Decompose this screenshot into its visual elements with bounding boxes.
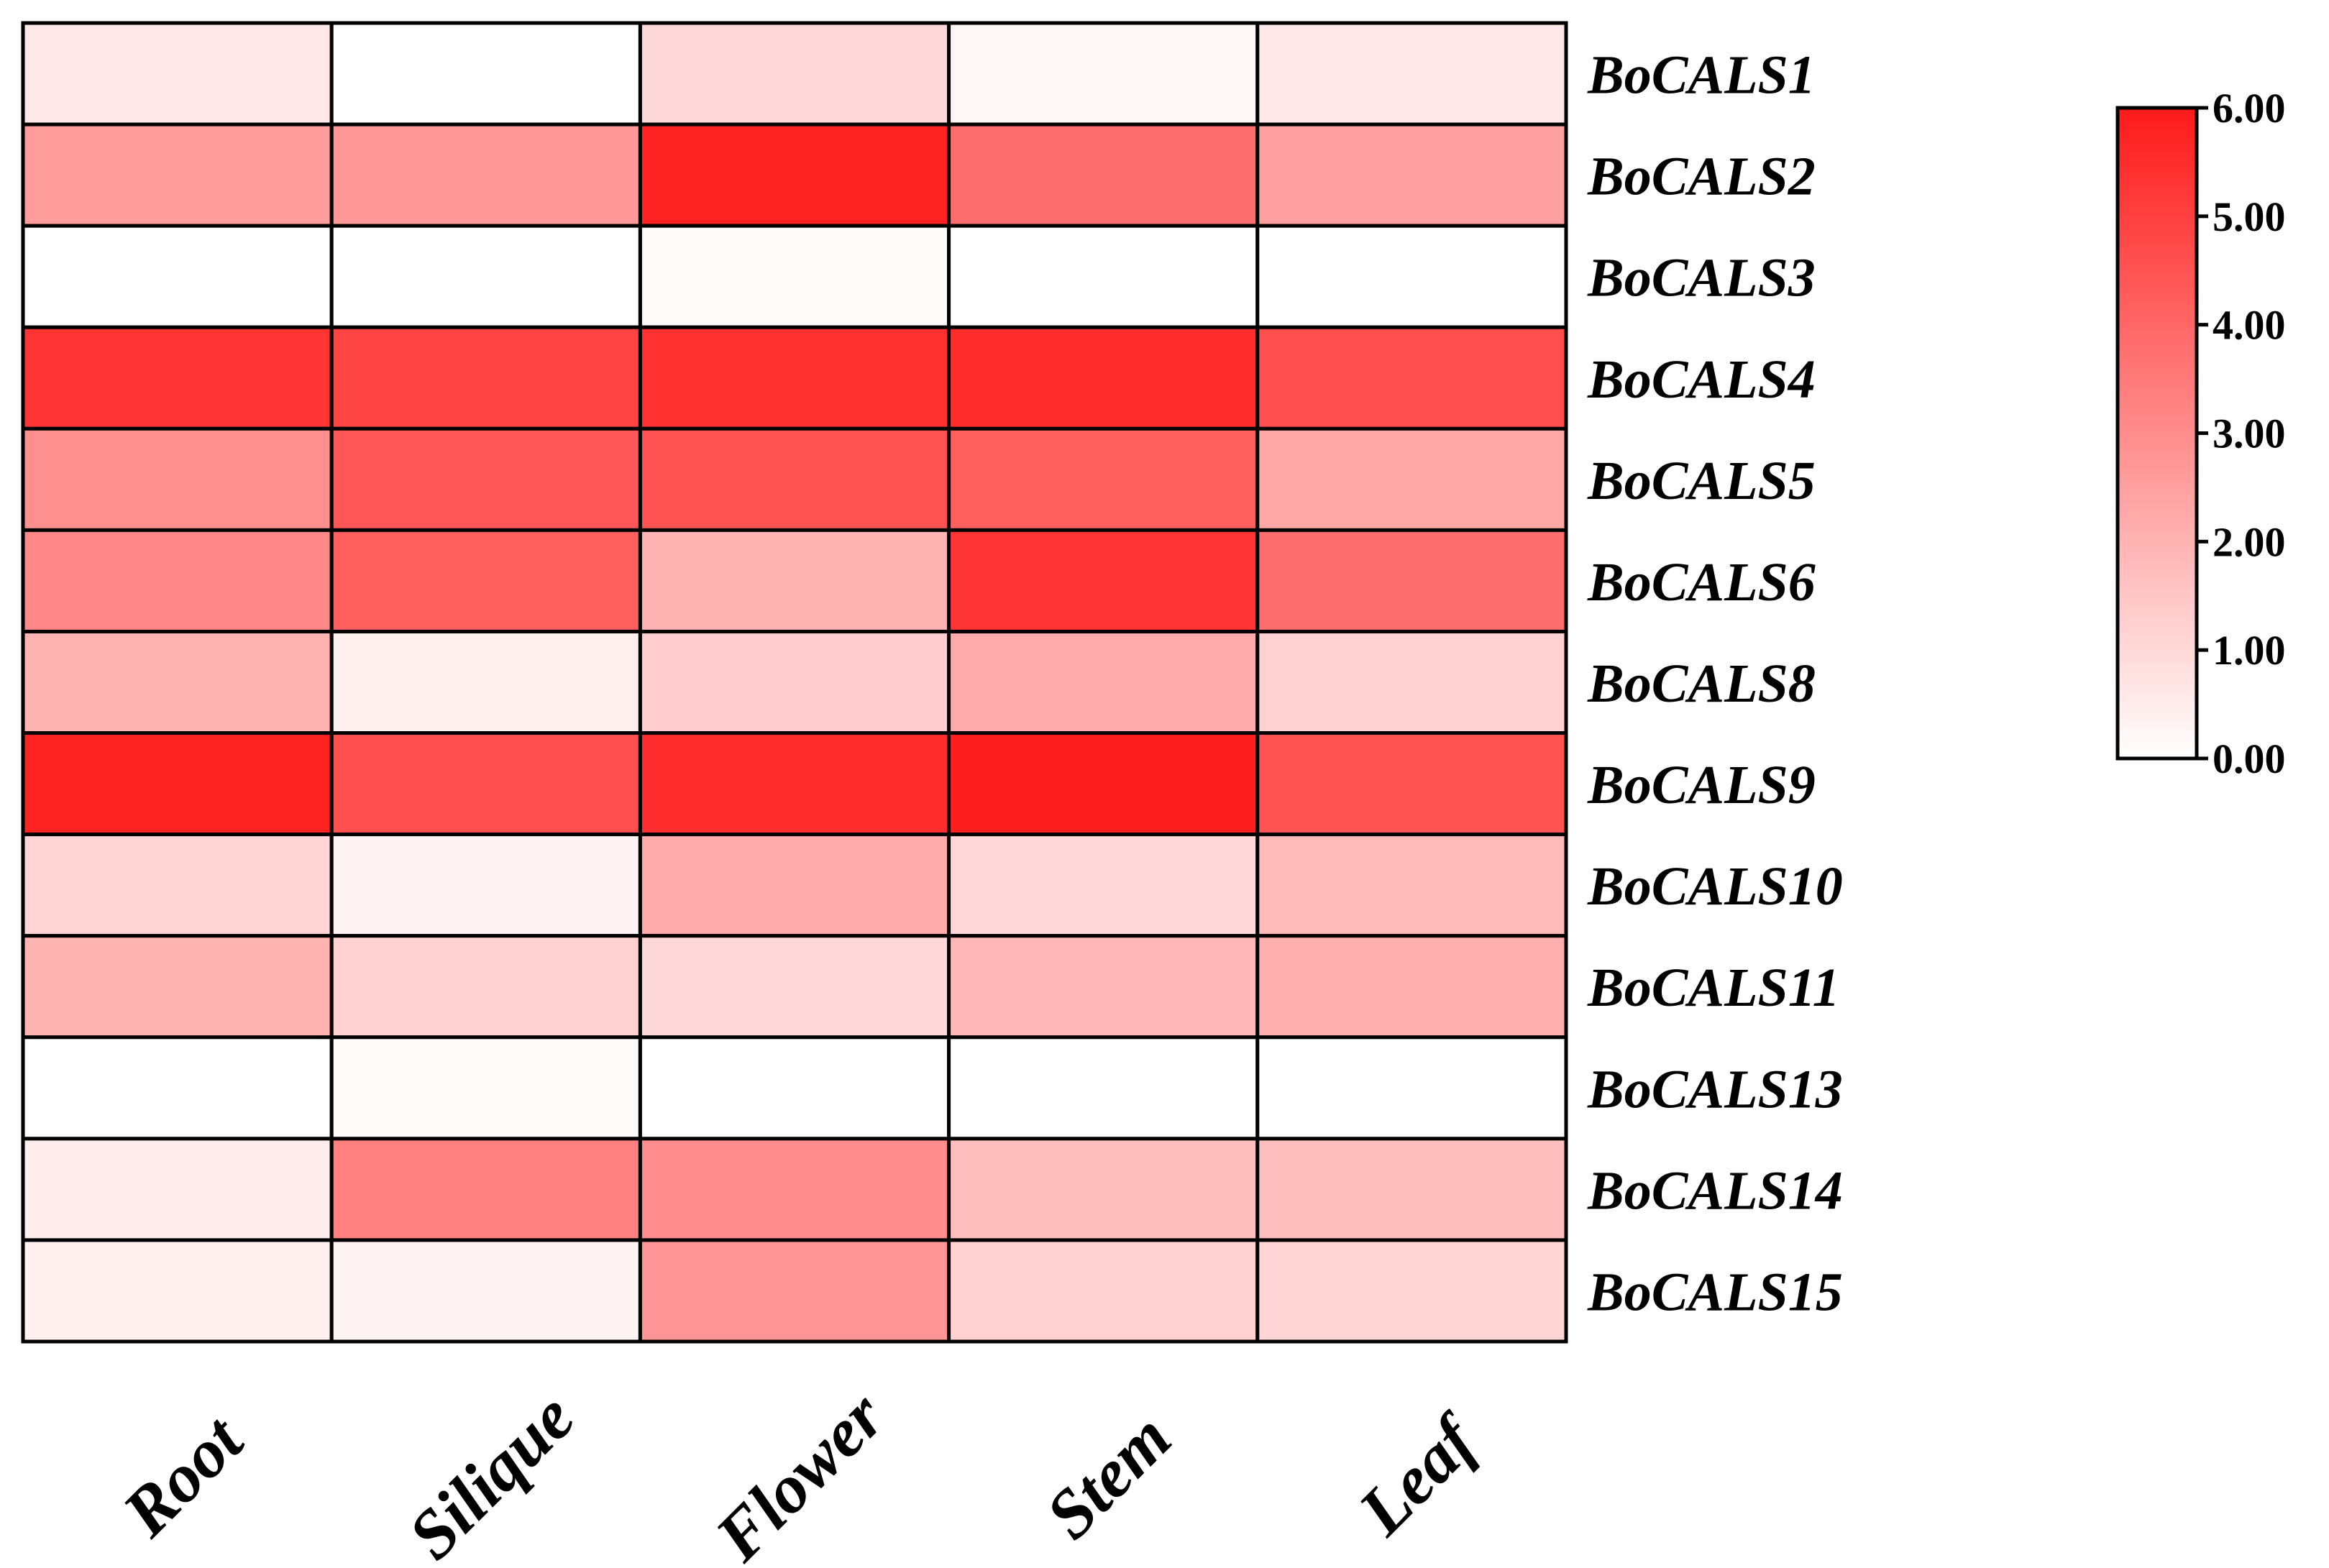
gene-label-bocals14: BoCALS14 [1587, 1160, 1843, 1221]
colorbar-tick-label-2: 2.00 [2213, 518, 2286, 565]
colorbar: 0.00 1.00 2.00 3.00 4.00 5.00 6.00 [2115, 85, 2286, 782]
gene-label-bocals11: BoCALS11 [1587, 958, 1840, 1018]
colorbar-tick-label-3: 3.00 [2213, 411, 2286, 457]
gene-label-bocals5: BoCALS5 [1587, 451, 1816, 511]
heatmap-cell-bocals3-leaf [1255, 224, 1568, 329]
heatmap-cell-bocals6-leaf [1255, 528, 1568, 633]
colorbar-tick-label-5: 5.00 [2213, 193, 2286, 240]
heatmap-cell-bocals9-stem [947, 731, 1260, 837]
colorbar-tick-label-6: 6.00 [2213, 85, 2286, 132]
heatmap-cell-bocals3-stem [947, 224, 1260, 329]
heatmap-cell-bocals13-silique [329, 1035, 642, 1141]
heatmap-cell-bocals10-leaf [1255, 833, 1568, 938]
heatmap-cell-bocals3-flower [638, 224, 951, 329]
heatmap-cell-bocals5-leaf [1255, 426, 1568, 532]
gene-labels: BoCALS1 BoCALS2 BoCALS3 BoCALS4 BoCALS5 BoCAL… [1587, 45, 1843, 1323]
heatmap-cell-bocals13-flower [638, 1035, 951, 1141]
colorbar-tick-label-0: 0.00 [2213, 735, 2286, 782]
heatmap-cell-bocals8-silique [329, 629, 642, 735]
gene-label-bocals15: BoCALS15 [1587, 1262, 1843, 1322]
gene-label-bocals4: BoCALS4 [1587, 349, 1816, 410]
heatmap-cell-bocals14-flower [638, 1137, 951, 1242]
tissue-label-leaf: Leaf [1343, 1398, 1494, 1549]
heatmap-cell-bocals2-leaf [1255, 122, 1568, 228]
tissue-label-flower: Flower [700, 1376, 900, 1564]
heatmap-cell-bocals6-silique [329, 528, 642, 633]
heatmap-cell-bocals1-silique [329, 21, 642, 127]
gene-label-bocals10: BoCALS10 [1587, 856, 1843, 917]
heatmap-cell-bocals4-stem [947, 325, 1260, 431]
heatmap-cell-bocals11-flower [638, 934, 951, 1040]
heatmap-cell-bocals8-root [21, 629, 334, 735]
heatmap-cell-bocals14-silique [329, 1137, 642, 1242]
heatmap-cell-bocals1-flower [638, 21, 951, 127]
heatmap-cell-bocals4-silique [329, 325, 642, 431]
heatmap-cell-bocals13-leaf [1255, 1035, 1568, 1141]
heatmap-cell-bocals14-stem [947, 1137, 1260, 1242]
heatmap-cell-bocals8-stem [947, 629, 1260, 735]
heatmap-cell-bocals10-root [21, 833, 334, 938]
heatmap-border [21, 21, 1568, 1344]
heatmap-cell-bocals9-leaf [1255, 731, 1568, 837]
heatmap-cell-bocals6-root [21, 528, 334, 633]
heatmap-cell-bocals9-silique [329, 731, 642, 837]
gene-label-bocals6: BoCALS6 [1587, 552, 1816, 613]
heatmap-cell-bocals6-flower [638, 528, 951, 633]
heatmap-cell-bocals10-silique [329, 833, 642, 938]
heatmap-cell-bocals2-root [21, 122, 334, 228]
heatmap-cell-bocals11-silique [329, 934, 642, 1040]
heatmap-cell-bocals1-leaf [1255, 21, 1568, 127]
heatmap-cell-bocals8-flower [638, 629, 951, 735]
heatmap-cell-bocals5-root [21, 426, 334, 532]
heatmap-cell-bocals2-silique [329, 122, 642, 228]
heatmap-cell-bocals4-flower [638, 325, 951, 431]
colorbar-tick-label-4: 4.00 [2213, 302, 2286, 349]
heatmap-cell-bocals5-stem [947, 426, 1260, 532]
heatmap-cell-bocals14-leaf [1255, 1137, 1568, 1242]
heatmap-cell-bocals5-silique [329, 426, 642, 532]
heatmap-cell-bocals11-leaf [1255, 934, 1568, 1040]
heatmap-cell-bocals15-leaf [1255, 1238, 1568, 1344]
heatmap-cell-bocals14-root [21, 1137, 334, 1242]
heatmap-cell-bocals15-stem [947, 1238, 1260, 1344]
tissue-labels: Root Silique Flower Stem Leaf [107, 1376, 1494, 1568]
heatmap-cell-bocals1-root [21, 21, 334, 127]
tissue-label-stem: Stem [1031, 1398, 1186, 1553]
gene-label-bocals1: BoCALS1 [1587, 45, 1816, 106]
gene-label-bocals13: BoCALS13 [1587, 1059, 1843, 1119]
gene-label-bocals9: BoCALS9 [1587, 755, 1816, 815]
heatmap-cell-bocals3-root [21, 224, 334, 329]
heatmap-cell-bocals15-silique [329, 1238, 642, 1344]
tissue-label-root: Root [107, 1400, 259, 1551]
heatmap-cell-bocals11-stem [947, 934, 1260, 1040]
heatmap-cell-bocals11-root [21, 934, 334, 1040]
heatmap-cell-bocals1-stem [947, 21, 1260, 127]
heatmap-cell-bocals3-silique [329, 224, 642, 329]
heatmap-cells [21, 21, 1568, 1344]
heatmap-cell-bocals4-root [21, 325, 334, 431]
gene-label-bocals8: BoCALS8 [1587, 654, 1816, 714]
heatmap-cell-bocals13-root [21, 1035, 334, 1141]
gene-label-bocals3: BoCALS3 [1587, 248, 1816, 308]
heatmap-cell-bocals9-root [21, 731, 334, 837]
heatmap-cell-bocals10-stem [947, 833, 1260, 938]
heatmap-cell-bocals4-leaf [1255, 325, 1568, 431]
tissue-label-silique: Silique [393, 1378, 589, 1564]
heatmap-cell-bocals15-flower [638, 1238, 951, 1344]
heatmap-cell-bocals9-flower [638, 731, 951, 837]
heatmap-cell-bocals2-stem [947, 122, 1260, 228]
heatmap-cell-bocals5-flower [638, 426, 951, 532]
heatmap-cell-bocals8-leaf [1255, 629, 1568, 735]
gene-label-bocals2: BoCALS2 [1587, 147, 1816, 207]
colorbar-gradient [2115, 106, 2199, 761]
heatmap-cell-bocals13-stem [947, 1035, 1260, 1141]
heatmap-cell-bocals6-stem [947, 528, 1260, 633]
heatmap-cell-bocals2-flower [638, 122, 951, 228]
colorbar-tick-label-1: 1.00 [2213, 627, 2286, 674]
heatmap-cell-bocals10-flower [638, 833, 951, 938]
heatmap-cell-bocals15-root [21, 1238, 334, 1344]
